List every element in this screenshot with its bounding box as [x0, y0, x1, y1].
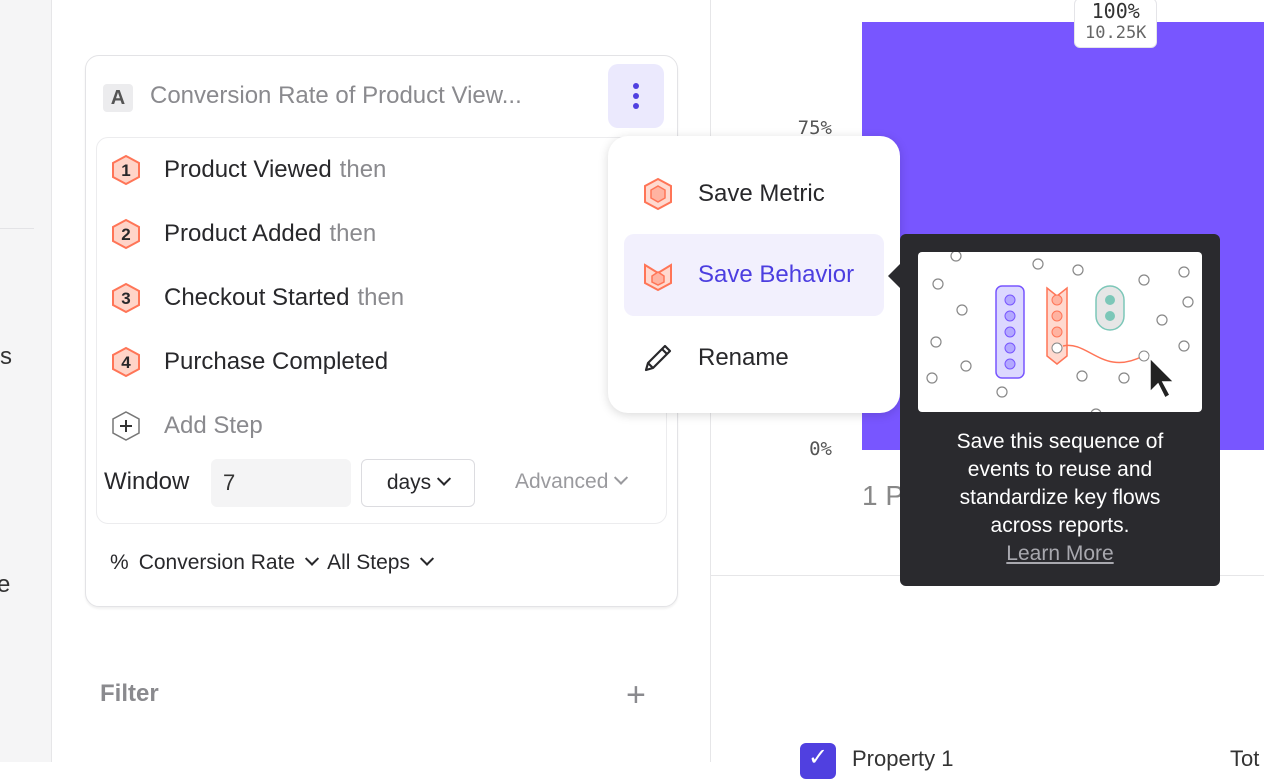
kebab-icon	[633, 83, 639, 89]
chevron-down-icon	[614, 470, 629, 485]
svg-text:2: 2	[121, 225, 130, 244]
left-sidebar	[0, 0, 52, 762]
menu-item-save-behavior[interactable]: Save Behavior	[624, 234, 884, 316]
sidebar-fragment[interactable]: e	[0, 571, 11, 598]
metric-title[interactable]: Conversion Rate of Product View...	[150, 82, 522, 109]
save-behavior-tooltip: Save this sequence of events to reuse an…	[888, 234, 1220, 586]
svg-text:4: 4	[121, 353, 131, 372]
behavior-icon	[644, 263, 672, 292]
bar-data-label: 100% 10.25K	[1074, 0, 1158, 48]
menu-item-rename[interactable]: Rename	[624, 317, 884, 399]
step-name: Checkout Started	[164, 284, 350, 311]
step-suffix: then	[329, 220, 377, 247]
bar-count: 10.25K	[1085, 23, 1147, 43]
funnel-step[interactable]: 1 Product Viewed then	[110, 154, 386, 186]
sidebar-fragment[interactable]: s	[0, 343, 12, 370]
total-column-header: Tot	[1230, 746, 1260, 771]
series-checkbox[interactable]: ✓	[800, 743, 836, 779]
menu-item-save-metric[interactable]: Save Metric	[624, 153, 884, 235]
window-label: Window	[104, 468, 190, 495]
hex-node-icon	[1182, 296, 1194, 308]
chevron-down-icon	[305, 551, 320, 566]
svg-text:3: 3	[121, 289, 130, 308]
metric-letter-badge: A	[103, 84, 133, 112]
filter-label: Filter	[100, 680, 159, 707]
step-suffix: then	[357, 284, 405, 311]
step-suffix: then	[339, 156, 387, 183]
percent-icon: %	[110, 551, 129, 574]
step-number-hex-icon: 4	[112, 346, 140, 378]
hex-node-icon	[1156, 314, 1168, 326]
funnel-step[interactable]: 4 Purchase Completed	[110, 346, 396, 378]
behavior-illustration	[918, 252, 1202, 412]
hex-node-icon	[950, 252, 962, 262]
funnel-step[interactable]: 3 Checkout Started then	[110, 282, 404, 314]
hex-node-icon	[996, 386, 1008, 398]
step-name: Purchase Completed	[164, 348, 389, 375]
y-tick-label: 75%	[797, 117, 832, 139]
y-tick-label: 0%	[809, 438, 832, 460]
hex-node-icon	[1118, 372, 1130, 384]
chevron-down-icon	[419, 551, 435, 566]
hex-node-icon	[926, 372, 938, 384]
property-column-header[interactable]: Property 1	[852, 746, 954, 771]
add-step-button[interactable]: Add Step	[110, 410, 263, 442]
svg-text:1: 1	[121, 161, 130, 180]
learn-more-link[interactable]: Learn More	[1006, 542, 1114, 565]
metric-select[interactable]: Conversion Rate	[139, 551, 320, 575]
step-name: Product Viewed	[164, 156, 332, 183]
hex-node-icon	[956, 304, 968, 316]
hex-node-icon	[1178, 340, 1190, 352]
hex-node-icon	[930, 336, 942, 348]
x-axis-label: 1 P	[862, 480, 905, 511]
window-input[interactable]	[211, 459, 351, 507]
chevron-down-icon	[437, 471, 452, 486]
add-filter-plus-icon[interactable]: +	[626, 676, 646, 714]
step-number-hex-icon: 1	[112, 154, 140, 186]
hex-node-icon	[1138, 274, 1150, 286]
window-unit-select[interactable]: days	[361, 459, 475, 507]
tooltip-text: Save this sequence of events to reuse an…	[956, 430, 1164, 537]
hex-node-icon	[1090, 408, 1102, 412]
hex-node-icon	[1178, 266, 1190, 278]
advanced-toggle[interactable]: Advanced	[515, 470, 629, 494]
funnel-step[interactable]: 2 Product Added then	[110, 218, 376, 250]
metric-card	[85, 55, 678, 607]
more-options-button[interactable]	[608, 64, 664, 128]
bar-percent: 100%	[1091, 0, 1140, 23]
hex-node-icon	[1032, 258, 1044, 270]
step-number-hex-icon: 3	[112, 282, 140, 314]
sidebar-divider	[0, 228, 34, 229]
hex-node-icon	[960, 360, 972, 372]
hex-node-icon	[1072, 264, 1084, 276]
metric-hex-icon	[644, 177, 672, 211]
pencil-icon	[644, 344, 672, 372]
step-number-hex-icon: 2	[112, 218, 140, 250]
hex-node-icon	[1076, 370, 1088, 382]
step-name: Product Added	[164, 220, 322, 247]
steps-select[interactable]: All Steps	[327, 551, 435, 575]
hex-node-icon	[932, 278, 944, 290]
measure-row: % Conversion Rate All Steps	[110, 551, 435, 575]
add-hex-icon	[112, 411, 140, 441]
